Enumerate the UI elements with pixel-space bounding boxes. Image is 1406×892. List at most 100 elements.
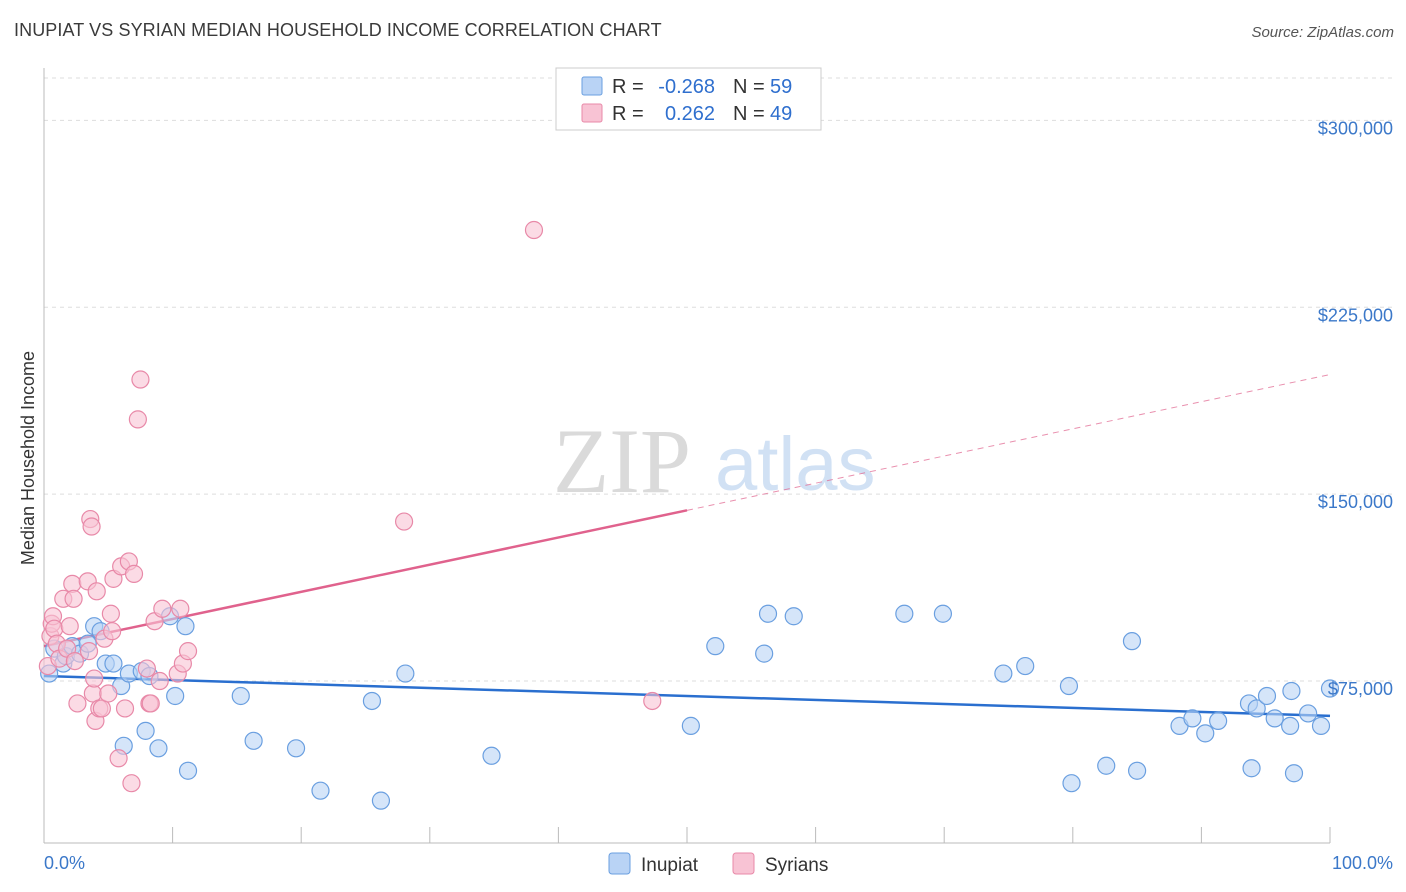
inupiat-point <box>396 664 415 683</box>
syrians-point <box>150 671 169 691</box>
inupiat-point <box>784 607 803 626</box>
grid-lines <box>44 77 1393 682</box>
syrians-point <box>124 564 144 583</box>
syrians-point <box>128 410 147 429</box>
syrians-point <box>82 517 101 536</box>
inupiat-point <box>178 761 198 780</box>
inupiat-point <box>1311 716 1331 735</box>
syrians-point <box>45 619 64 638</box>
axes <box>43 68 1331 844</box>
inupiat-point <box>1299 704 1318 723</box>
syrians-point <box>85 669 104 688</box>
syrians-point <box>109 749 128 768</box>
inupiat-point <box>895 604 914 623</box>
y-tick-labels: $75,000 $150,000 $225,000 $300,000 <box>1318 118 1393 699</box>
y-tick-label: $300,000 <box>1318 118 1393 138</box>
inupiat-point <box>176 617 195 636</box>
inupiat-point <box>104 654 123 673</box>
y-tick-label: $75,000 <box>1328 679 1393 699</box>
syrians-point <box>153 599 172 618</box>
inupiat-point <box>311 781 330 800</box>
syrians-point <box>171 599 190 618</box>
syrians-legend-swatch <box>581 103 603 123</box>
syrians-series-swatch <box>732 852 755 875</box>
inupiat-point <box>371 791 391 810</box>
inupiat-r-value: -0.268 <box>658 76 715 98</box>
syrians-n-label: N = <box>733 103 765 125</box>
inupiat-point <box>286 739 306 758</box>
inupiat-point <box>755 644 774 663</box>
syrians-series-label: Syrians <box>765 855 828 876</box>
syrians-point <box>524 220 544 240</box>
inupiat-point <box>1209 711 1228 730</box>
inupiat-point <box>994 664 1013 683</box>
syrians-point <box>137 659 156 678</box>
syrians-point <box>60 617 79 636</box>
inupiat-point <box>1016 656 1035 676</box>
inupiat-point <box>1062 774 1081 793</box>
syrians-point <box>394 512 414 531</box>
inupiat-point <box>1320 679 1340 698</box>
syrians-point <box>643 691 662 711</box>
inupiat-n-label: N = <box>733 76 765 98</box>
syrians-r-value: 0.262 <box>665 103 715 125</box>
inupiat-point <box>1282 681 1301 701</box>
watermark-atlas: atlas <box>715 422 876 507</box>
inupiat-point <box>1265 709 1284 728</box>
inupiat-point <box>706 637 725 656</box>
syrians-point <box>141 694 160 713</box>
inupiat-point <box>1257 686 1277 706</box>
source-label: Source: ZipAtlas.com <box>1251 24 1394 41</box>
syrians-n-value: 49 <box>770 103 792 125</box>
x-tick-label-right: 100.0% <box>1332 853 1393 873</box>
inupiat-point <box>758 604 778 623</box>
syrians-point <box>92 699 111 718</box>
x-tick-label-left: 0.0% <box>44 853 85 873</box>
inupiat-n-value: 59 <box>770 76 792 98</box>
inupiat-r-label: R = <box>612 76 644 98</box>
syrians-r-label: R = <box>612 103 644 125</box>
inupiat-point <box>1122 632 1142 651</box>
y-tick-label: $225,000 <box>1318 305 1393 325</box>
series-legend: Inupiat Syrians <box>608 852 828 876</box>
syrians-point <box>115 699 135 718</box>
inupiat-legend-swatch <box>581 76 603 96</box>
stats-legend: R = -0.268 N = 59 R = 0.262 N = 49 <box>555 67 822 131</box>
chart-title: INUPIAT VS SYRIAN MEDIAN HOUSEHOLD INCOM… <box>14 20 662 40</box>
inupiat-point <box>681 716 700 735</box>
inupiat-point <box>1183 709 1202 728</box>
inupiat-trend-line <box>43 674 1331 718</box>
syrians-point <box>79 642 99 661</box>
watermark-zip: ZIP <box>553 410 691 512</box>
data-points <box>38 220 1340 810</box>
inupiat-point <box>1247 699 1266 718</box>
inupiat-series-swatch <box>608 852 631 875</box>
syrians-point <box>101 604 120 623</box>
inupiat-point <box>1242 759 1261 778</box>
inupiat-point <box>1127 761 1147 780</box>
inupiat-point <box>933 604 953 623</box>
inupiat-point <box>1097 756 1116 775</box>
inupiat-point <box>1284 764 1304 783</box>
syrians-point <box>68 694 87 713</box>
y-tick-label: $150,000 <box>1318 492 1393 512</box>
syrians-point <box>103 622 122 641</box>
inupiat-point <box>1281 716 1300 735</box>
inupiat-point <box>231 686 250 706</box>
syrians-point <box>99 684 118 703</box>
syrians-point <box>131 370 150 389</box>
inupiat-series-label: Inupiat <box>641 855 699 876</box>
syrians-point <box>87 582 106 601</box>
inupiat-point <box>362 691 382 711</box>
y-axis-label: Median Household Income <box>18 351 38 565</box>
inupiat-point <box>1196 724 1215 743</box>
syrians-point <box>65 651 84 671</box>
syrians-point <box>122 774 141 793</box>
syrians-point <box>178 642 198 661</box>
syrians-point <box>64 589 83 608</box>
inupiat-point <box>136 721 155 740</box>
inupiat-point <box>482 746 501 765</box>
inupiat-point <box>244 731 263 750</box>
inupiat-point <box>1059 676 1079 696</box>
